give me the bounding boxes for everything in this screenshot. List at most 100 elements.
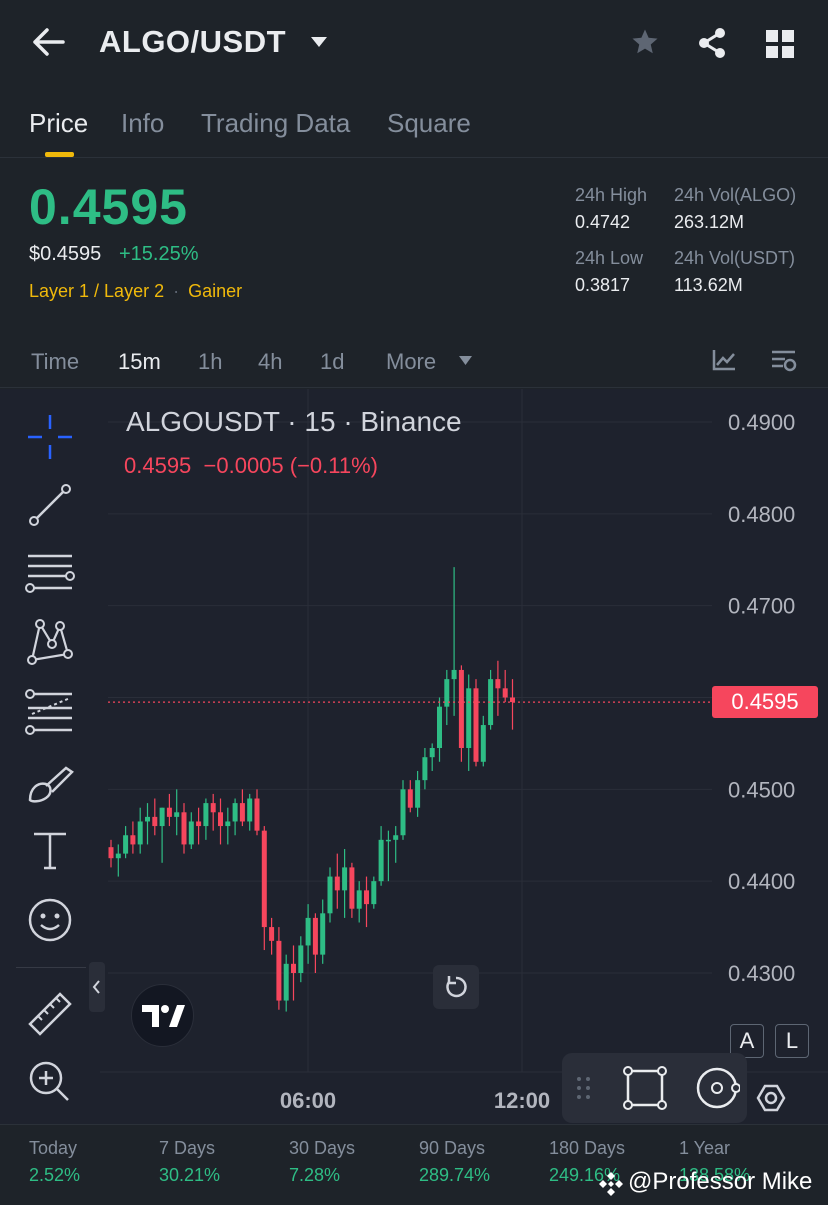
- back-arrow-icon[interactable]: [31, 27, 65, 57]
- interval-time[interactable]: Time: [31, 349, 80, 374]
- auto-scale-button[interactable]: A: [730, 1024, 764, 1058]
- chart-gear-icon[interactable]: [755, 1082, 787, 1114]
- chart-area[interactable]: 0.49000.48000.47000.46000.45000.44000.43…: [0, 389, 828, 1124]
- candle: [349, 862, 355, 918]
- grid-icon[interactable]: [766, 30, 794, 58]
- candle: [145, 803, 150, 845]
- candle-body: [247, 798, 253, 822]
- candle-body: [254, 798, 260, 831]
- rectangle-tool-icon[interactable]: [622, 1065, 668, 1111]
- horizontal-lines-icon[interactable]: [22, 546, 78, 602]
- star-icon[interactable]: [629, 27, 661, 57]
- candle: [108, 839, 114, 868]
- perf-label-today: Today: [29, 1138, 78, 1158]
- candle: [334, 853, 340, 909]
- candle: [495, 660, 501, 716]
- candle: [166, 793, 172, 827]
- dropdown-caret-icon[interactable]: [310, 36, 328, 48]
- tag-layer[interactable]: Layer 1 / Layer 2: [29, 281, 165, 301]
- perf-value-today: 2.52%: [29, 1165, 81, 1185]
- candle-body: [225, 821, 231, 827]
- chart-settings-icon[interactable]: [771, 349, 797, 373]
- perf-value-7d: 30.21%: [159, 1165, 221, 1185]
- candle-body: [115, 853, 121, 859]
- candle-body: [349, 867, 355, 909]
- y-tick-label: 0.4900: [728, 410, 795, 435]
- candle-body: [444, 679, 450, 707]
- interval-1d[interactable]: 1d: [320, 349, 345, 374]
- drag-handle-icon[interactable]: [574, 1075, 594, 1101]
- candle: [312, 913, 318, 973]
- chart-symbol-line: ALGOUSDT · 15 · Binance: [126, 406, 462, 437]
- candle-body: [137, 821, 143, 845]
- price-change-percent: +15.25%: [119, 243, 199, 265]
- text-tool-icon[interactable]: [22, 822, 78, 878]
- candle: [291, 945, 296, 1001]
- tab-trading-data[interactable]: Trading Data: [201, 108, 351, 138]
- more-caret-icon[interactable]: [459, 356, 472, 365]
- last-price: 0.4595: [29, 179, 188, 235]
- candle-body: [510, 697, 515, 703]
- reset-chart-button[interactable]: [433, 965, 479, 1009]
- candle: [225, 807, 231, 845]
- log-scale-button[interactable]: L: [775, 1024, 809, 1058]
- interval-4h[interactable]: 4h: [258, 349, 283, 374]
- collapse-tools-handle[interactable]: [89, 962, 105, 1012]
- candle: [232, 798, 238, 836]
- emoji-icon[interactable]: [22, 892, 78, 948]
- candle-body: [239, 803, 245, 822]
- candle-body: [385, 839, 391, 842]
- interval-more[interactable]: More: [386, 349, 437, 374]
- candle-body: [334, 876, 340, 891]
- chart-grid: 0.49000.48000.47000.46000.45000.44000.43…: [100, 389, 828, 1113]
- candle-body: [261, 830, 267, 928]
- candle: [342, 849, 348, 918]
- tag-gainer[interactable]: Gainer: [188, 281, 243, 301]
- interval-1h[interactable]: 1h: [198, 349, 223, 374]
- crosshair-icon[interactable]: [22, 409, 78, 465]
- candle-body: [269, 927, 275, 941]
- candle-body: [232, 803, 238, 822]
- brush-icon[interactable]: [22, 754, 78, 810]
- candlestick-chart[interactable]: 0.49000.48000.47000.46000.45000.44000.43…: [0, 389, 828, 1124]
- main-tabs: Price Info Trading Data Square: [0, 100, 828, 158]
- candle-body: [488, 679, 494, 726]
- pattern-tool-icon[interactable]: [22, 614, 78, 670]
- perf-value-90d: 289.74%: [419, 1165, 491, 1185]
- tradingview-logo[interactable]: [131, 984, 194, 1047]
- category-tags: Layer 1 / Layer 2 · Gainer: [29, 281, 242, 302]
- trend-line-icon[interactable]: [22, 477, 78, 533]
- candle: [451, 567, 457, 716]
- share-icon[interactable]: [696, 27, 728, 59]
- interval-15m[interactable]: 15m: [118, 349, 161, 374]
- pair-title[interactable]: ALGO/USDT: [99, 24, 287, 59]
- perf-label-7d: 7 Days: [159, 1138, 216, 1158]
- floating-drawing-toolbar: [562, 1053, 747, 1123]
- vol-quote-label: 24h Vol(USDT): [674, 248, 796, 268]
- perf-value-30d: 7.28%: [289, 1165, 341, 1185]
- interval-bar: Time 15m 1h 4h 1d More: [0, 330, 828, 388]
- candle-body: [196, 821, 202, 827]
- indicator-icon[interactable]: [712, 349, 736, 371]
- candle: [196, 807, 202, 845]
- y-tick-label: 0.4300: [728, 961, 795, 986]
- circle-tool-icon[interactable]: [694, 1065, 740, 1111]
- candle: [239, 789, 245, 827]
- low-value: 0.3817: [575, 275, 631, 295]
- candle-body: [159, 807, 165, 827]
- candle-body: [320, 913, 326, 955]
- candle-body: [291, 963, 296, 973]
- candle-body: [466, 688, 472, 749]
- tab-square[interactable]: Square: [387, 108, 471, 138]
- candle: [261, 826, 267, 951]
- ruler-icon[interactable]: [22, 986, 78, 1042]
- candle: [188, 812, 194, 850]
- fib-retracement-icon[interactable]: [22, 684, 78, 740]
- tab-price[interactable]: Price: [29, 108, 89, 138]
- zoom-in-icon[interactable]: [22, 1054, 78, 1110]
- tab-info[interactable]: Info: [121, 108, 165, 138]
- perf-label-30d: 30 Days: [289, 1138, 356, 1158]
- candle: [159, 807, 165, 863]
- candle: [385, 830, 391, 882]
- candle-body: [276, 940, 282, 1001]
